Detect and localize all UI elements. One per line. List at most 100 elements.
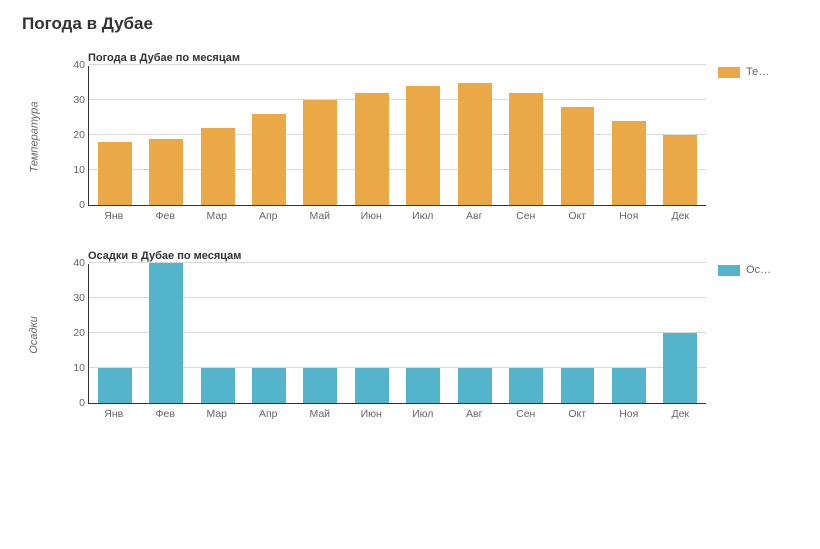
bar-slot [346,264,397,403]
legend: Те… [718,66,790,78]
bar-slot [655,264,706,403]
y-tick-label: 40 [55,59,85,71]
bar-slot [243,264,294,403]
x-tick-label: Ноя [603,408,655,420]
chart-plot: 010203040 [88,264,706,404]
x-tick-label: Фев [140,408,192,420]
y-tick-label: 10 [55,362,85,374]
bar [612,368,646,403]
x-tick-label: Апр [243,210,295,222]
bar [561,107,595,205]
bar-slot [398,264,449,403]
bar [406,86,440,205]
bars [89,264,706,403]
x-tick-label: Апр [243,408,295,420]
x-tick-label: Фев [140,210,192,222]
bar-slot [295,264,346,403]
bar [149,263,183,403]
bar [149,139,183,206]
bar [252,368,286,403]
bar [561,368,595,403]
bar-slot [500,264,551,403]
y-axis-label-text: Осадки [28,316,40,354]
bar-slot [192,264,243,403]
bar-slot [449,66,500,205]
chart-area: Осадки в Дубае по месяцам 010203040 ЯнвФ… [46,250,706,420]
x-tick-label: Сен [500,210,552,222]
x-tick-label: Май [294,210,346,222]
bar-slot [346,66,397,205]
x-tick-label: Мар [191,408,243,420]
bar-slot [140,66,191,205]
legend-swatch [718,67,740,78]
x-tick-label: Дек [655,408,707,420]
y-axis-label: Осадки [22,250,46,420]
x-tick-label: Ноя [603,210,655,222]
gridline [89,64,706,65]
bar-slot [295,66,346,205]
bar [458,368,492,403]
bar [509,93,543,205]
bar [663,135,697,205]
y-tick-label: 20 [55,327,85,339]
legend-swatch [718,265,740,276]
bar [355,93,389,205]
y-ticks: 010203040 [55,264,85,403]
legend-label: Ос… [746,264,771,276]
x-tick-label: Авг [449,408,501,420]
bar [98,368,132,403]
chart-title: Осадки в Дубае по месяцам [88,250,241,262]
y-tick-label: 40 [55,257,85,269]
x-tick-label: Окт [552,408,604,420]
x-tick-label: Дек [655,210,707,222]
bar [663,333,697,403]
bar-slot [552,264,603,403]
bar-slot [603,264,654,403]
bar-slot [243,66,294,205]
y-axis-label: Температура [22,52,46,222]
bar [458,83,492,206]
bar [355,368,389,403]
bar [303,368,337,403]
bar-slot [500,66,551,205]
x-ticks: ЯнвФевМарАпрМайИюнИюлАвгСенОктНояДек [88,210,706,222]
x-tick-label: Янв [88,210,140,222]
bar [406,368,440,403]
bar-slot [89,66,140,205]
chart-area: Погода в Дубае по месяцам 010203040 ЯнвФ… [46,52,706,222]
bar-slot [192,66,243,205]
x-tick-label: Авг [449,210,501,222]
bar-slot [655,66,706,205]
bar [252,114,286,205]
x-tick-label: Июл [397,408,449,420]
bar-slot [603,66,654,205]
y-tick-label: 30 [55,292,85,304]
bar [303,100,337,205]
y-tick-label: 20 [55,129,85,141]
x-tick-label: Окт [552,210,604,222]
legend: Ос… [718,264,790,276]
y-axis-label-text: Температура [28,102,40,173]
x-tick-label: Мар [191,210,243,222]
y-tick-label: 10 [55,164,85,176]
x-tick-label: Май [294,408,346,420]
chart-plot: 010203040 [88,66,706,206]
temperature-chart: Температура Погода в Дубае по месяцам 01… [22,52,798,222]
x-tick-label: Июн [346,408,398,420]
y-tick-label: 0 [55,397,85,409]
x-tick-label: Сен [500,408,552,420]
chart-title: Погода в Дубае по месяцам [88,52,240,64]
y-ticks: 010203040 [55,66,85,205]
legend-label: Те… [746,66,769,78]
bar [612,121,646,205]
bar [201,128,235,205]
x-tick-label: Июн [346,210,398,222]
x-tick-label: Янв [88,408,140,420]
x-tick-label: Июл [397,210,449,222]
bar [201,368,235,403]
y-tick-label: 0 [55,199,85,211]
bar [509,368,543,403]
bars [89,66,706,205]
bar-slot [398,66,449,205]
bar-slot [140,264,191,403]
